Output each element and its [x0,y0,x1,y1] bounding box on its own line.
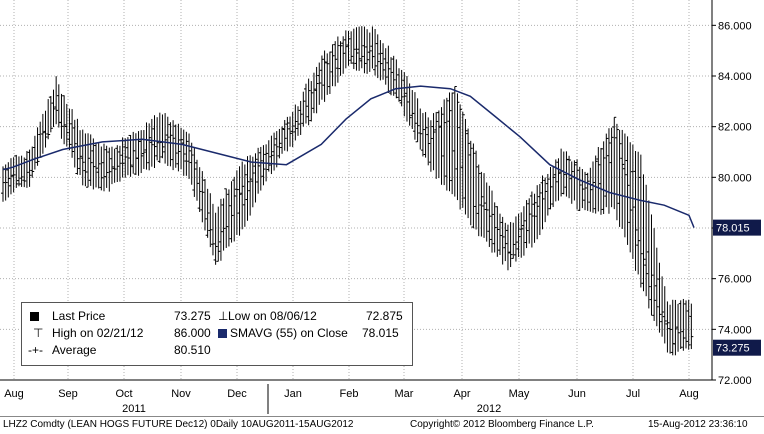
x-tick-label: Mar [395,388,414,400]
y-tick-label: 84.000 [718,71,752,83]
x-tick-label: Jun [568,388,586,400]
price-chart: 72.00074.00076.00078.00080.00082.00084.0… [0,0,761,415]
x-tick-label: Jul [626,388,640,400]
high-value: 86.000 [174,326,211,340]
average-label: Average [52,343,97,357]
sma-line [2,85,695,228]
x-tick-label: Dec [227,388,247,400]
x-tick-label: May [509,388,530,400]
y-tick-label: 72.000 [718,375,752,387]
x-tick-label: Oct [115,388,132,400]
y-tick-label: 86.000 [718,20,752,32]
x-tick-label: Aug [4,388,24,400]
sma-swatch [218,326,227,340]
sma-value: 78.015 [362,326,399,340]
last-price-tag-bg [713,339,761,356]
x-tick-label: Sep [58,388,78,400]
low-label: Low on 08/06/12 [228,309,317,323]
y-tick-label: 74.000 [718,324,752,336]
low-value: 72.875 [366,309,403,323]
high-label: High on 02/21/12 [52,326,144,340]
chart-legend: Last Price 73.275 ⊥ Low on 08/06/12 72.8… [21,302,413,366]
last-price-label: Last Price [52,309,106,323]
x-tick-label: Apr [453,388,470,400]
x-tick-label: Nov [171,388,191,400]
last-price-tag: 73.275 [716,343,750,355]
y-tick-label: 76.000 [718,274,752,286]
low-marker-icon: ⊥ [218,309,229,323]
year-label: 2012 [477,403,501,415]
footer-copyright: Copyright© 2012 Bloomberg Finance L.P. [410,419,594,430]
x-tick-label: Jan [284,388,302,400]
last-price-swatch [30,309,39,323]
high-marker-icon: ⊤ [33,326,44,340]
average-marker-icon: -+- [28,343,43,357]
sma-price-tag: 78.015 [716,223,750,235]
y-tick-label: 82.000 [718,122,752,134]
sma-price-tag-bg [713,219,761,236]
average-value: 80.510 [174,343,211,357]
footer-timestamp: 15-Aug-2012 23:36:10 [648,419,748,430]
footer-ticker: LHZ2 Comdty (LEAN HOGS FUTURE Dec12) 0Da… [3,419,354,430]
last-price-value: 73.275 [174,309,211,323]
year-label: 2011 [122,403,146,415]
x-tick-label: Aug [679,388,699,400]
sma-label: SMAVG (55) on Close [230,326,348,340]
x-tick-label: Feb [340,388,359,400]
y-tick-label: 80.000 [718,172,752,184]
footer-bar: LHZ2 Comdty (LEAN HOGS FUTURE Dec12) 0Da… [0,416,764,434]
